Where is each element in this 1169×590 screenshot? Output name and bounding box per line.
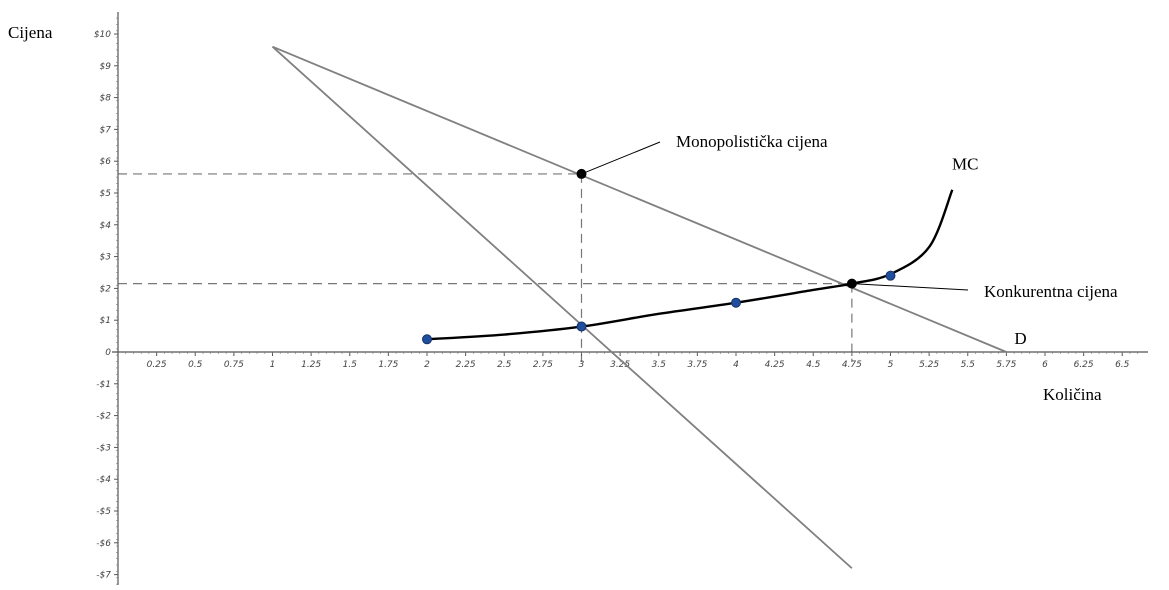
annotation-label: Monopolistička cijena xyxy=(676,132,828,151)
y-tick-label: -$3 xyxy=(96,443,111,453)
x-tick-label: 5.5 xyxy=(961,360,976,370)
x-tick-label: 0.75 xyxy=(224,360,244,370)
y-tick-label: -$2 xyxy=(96,412,111,422)
x-tick-label: 5.75 xyxy=(996,360,1016,370)
labels-layer: Cijena Količina DMRMC xyxy=(8,23,1102,590)
dashed-guides xyxy=(118,174,852,362)
d-label: D xyxy=(1014,329,1026,348)
annotations-layer: Monopolistička cijena Konkurentna cijena xyxy=(582,132,1119,301)
y-tick-label: $2 xyxy=(100,284,112,294)
x-tick-label: 4 xyxy=(733,360,739,370)
x-tick-label: 1 xyxy=(270,360,276,370)
x-tick-label: 4.25 xyxy=(765,360,785,370)
y-tick-label: -$6 xyxy=(96,539,111,549)
mr-line xyxy=(273,47,852,569)
d-line xyxy=(273,47,1007,352)
y-tick-label: $6 xyxy=(100,157,112,167)
x-tick-label: 5.25 xyxy=(919,360,939,370)
y-tick-label: -$7 xyxy=(96,571,111,581)
x-ticks: 0.25 0.5 0.75 1 1.25 1.5 1.75 2 2.25 2.5 2.75 3 3.25… xyxy=(126,352,1138,370)
data-point xyxy=(577,322,586,331)
y-tick-label: $7 xyxy=(100,125,112,135)
points-layer xyxy=(423,169,896,343)
series-layer xyxy=(273,47,1007,569)
data-point xyxy=(732,298,741,307)
x-tick-label: 2.25 xyxy=(456,360,476,370)
x-tick-label: 4.75 xyxy=(842,360,862,370)
y-ticks: $10$9$8$7$6$5$4$3$2$10-$1-$2-$3-$4-$5-$6… xyxy=(94,18,118,584)
x-tick-label: 3.5 xyxy=(652,360,667,370)
annotation-leader xyxy=(582,142,661,174)
x-tick-label: 2 xyxy=(424,360,430,370)
x-tick-label: 0.25 xyxy=(147,360,167,370)
y-tick-label: $4 xyxy=(100,221,112,231)
x-tick-label: 0.5 xyxy=(188,360,203,370)
y-tick-label: $5 xyxy=(100,189,112,199)
y-axis-title: Cijena xyxy=(8,23,53,42)
x-tick-label: 5 xyxy=(888,360,894,370)
x-tick-label: 3.75 xyxy=(687,360,707,370)
x-tick-label: 6.5 xyxy=(1115,360,1130,370)
x-tick-label: 6.25 xyxy=(1074,360,1094,370)
y-tick-label: $3 xyxy=(100,253,112,263)
x-tick-label: 3 xyxy=(579,360,585,370)
x-tick-label: 2.75 xyxy=(533,360,553,370)
y-tick-label: $10 xyxy=(94,30,111,40)
y-tick-label: $1 xyxy=(100,316,111,326)
x-tick-label: 1.5 xyxy=(343,360,358,370)
y-tick-label: $9 xyxy=(100,62,112,72)
mc-label: MC xyxy=(952,155,978,174)
y-tick-label: -$5 xyxy=(96,507,111,517)
x-tick-label: 4.5 xyxy=(806,360,821,370)
x-tick-label: 2.5 xyxy=(497,360,512,370)
annotation-label: Konkurentna cijena xyxy=(984,282,1118,301)
x-tick-label: 1.25 xyxy=(301,360,321,370)
x-axis-title: Količina xyxy=(1043,385,1102,404)
y-tick-label: $8 xyxy=(100,94,112,104)
y-tick-label: -$1 xyxy=(96,380,111,390)
data-point xyxy=(886,271,895,280)
annotation-leader xyxy=(852,284,968,290)
data-point xyxy=(423,335,432,344)
x-tick-label: 1.75 xyxy=(378,360,398,370)
y-tick-label: 0 xyxy=(105,348,111,358)
x-tick-label: 6 xyxy=(1042,360,1048,370)
y-tick-label: -$4 xyxy=(96,475,111,485)
mc-curve xyxy=(427,190,952,339)
